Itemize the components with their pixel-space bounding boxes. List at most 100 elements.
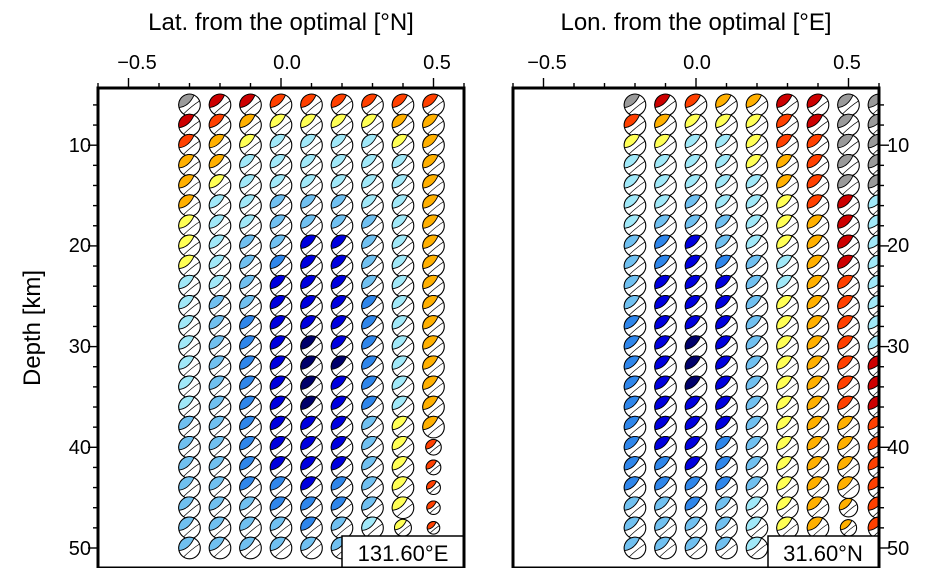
beachball — [745, 133, 769, 157]
compressional-quadrant — [422, 113, 439, 129]
compressional-quadrant — [361, 133, 378, 149]
compressional-quadrant — [330, 93, 348, 108]
compressional-quadrant — [837, 415, 854, 431]
nodal-plane — [781, 140, 798, 155]
beachball — [330, 315, 354, 338]
nodal-plane — [750, 221, 768, 235]
compressional-quadrant — [806, 395, 824, 411]
compressional-quadrant — [239, 174, 256, 189]
beachball — [178, 456, 201, 479]
nodal-plane — [750, 523, 768, 538]
nodal-plane — [811, 161, 829, 175]
nodal-plane — [750, 402, 768, 417]
nodal-plane — [335, 241, 353, 256]
nodal-plane — [183, 362, 200, 376]
nodal-plane — [335, 362, 353, 376]
y-tick-label-right: 40 — [887, 437, 909, 459]
beachball — [623, 516, 647, 540]
compressional-quadrant — [867, 355, 879, 370]
nodal-plane — [244, 181, 261, 195]
compressional-quadrant — [867, 274, 879, 290]
compressional-quadrant — [837, 395, 854, 411]
beachball — [715, 174, 738, 197]
nodal-plane — [811, 362, 829, 376]
compressional-quadrant — [208, 194, 226, 209]
nodal-plane — [750, 463, 768, 477]
nodal-plane — [335, 100, 353, 115]
nodal-plane — [872, 148, 879, 155]
nodal-plane — [183, 281, 200, 296]
compressional-quadrant — [239, 375, 256, 390]
beachball — [300, 214, 323, 238]
beachball — [330, 274, 354, 298]
beachball — [269, 174, 293, 197]
beachball — [806, 415, 830, 439]
beachball — [684, 415, 708, 439]
compressional-quadrant — [623, 375, 641, 390]
nodal-plane — [628, 281, 646, 296]
nodal-plane — [750, 120, 768, 135]
beachball — [178, 294, 201, 318]
beachball — [776, 194, 799, 217]
compressional-quadrant — [178, 274, 195, 290]
nodal-plane — [305, 463, 322, 477]
compressional-quadrant — [422, 415, 439, 431]
nodal-plane — [720, 161, 737, 175]
beachball — [208, 274, 232, 298]
nodal-plane — [628, 302, 646, 316]
nodal-plane — [305, 261, 322, 276]
nodal-plane — [689, 201, 707, 215]
compressional-quadrant — [239, 234, 256, 249]
nodal-plane — [689, 402, 707, 417]
nodal-plane — [811, 443, 829, 457]
compressional-quadrant — [178, 335, 195, 350]
nodal-plane — [183, 503, 200, 517]
nodal-plane — [781, 281, 798, 296]
compressional-quadrant — [178, 375, 195, 390]
compressional-quadrant — [867, 375, 879, 390]
beachball — [838, 497, 859, 518]
nodal-plane — [244, 100, 261, 115]
compressional-quadrant — [330, 355, 348, 370]
compressional-quadrant — [776, 234, 793, 249]
nodal-plane — [750, 483, 768, 497]
compressional-quadrant — [269, 436, 287, 451]
beachball — [178, 93, 201, 117]
compressional-quadrant — [422, 214, 439, 229]
nodal-plane — [843, 504, 858, 516]
nodal-plane — [842, 483, 859, 497]
nodal-plane — [659, 100, 676, 115]
beachball — [715, 435, 738, 459]
beachball — [178, 133, 201, 157]
beachball — [837, 375, 860, 399]
beachball — [361, 133, 384, 157]
beachball — [837, 234, 860, 258]
beachball — [715, 194, 738, 217]
compressional-quadrant — [422, 315, 439, 330]
nodal-plane — [720, 543, 737, 558]
beachball — [208, 234, 232, 258]
beachball — [867, 375, 879, 399]
nodal-plane — [628, 322, 646, 336]
compressional-quadrant — [391, 335, 409, 350]
compressional-quadrant — [391, 315, 409, 330]
nodal-plane — [429, 525, 440, 534]
compressional-quadrant — [654, 214, 671, 229]
beachball — [208, 153, 232, 177]
beachball — [684, 496, 708, 520]
beachball — [837, 476, 860, 499]
compressional-quadrant — [330, 295, 348, 310]
compressional-quadrant — [208, 214, 226, 229]
nodal-plane — [335, 402, 353, 417]
compressional-quadrant — [745, 174, 763, 189]
beachball — [422, 174, 445, 197]
beachball — [330, 294, 354, 318]
beachball — [654, 335, 677, 358]
nodal-plane — [872, 188, 879, 195]
nodal-plane — [720, 241, 737, 256]
nodal-plane — [244, 382, 261, 397]
nodal-plane — [427, 322, 444, 336]
beachball — [361, 435, 384, 459]
nodal-plane — [781, 463, 798, 477]
compressional-quadrant — [269, 295, 287, 310]
